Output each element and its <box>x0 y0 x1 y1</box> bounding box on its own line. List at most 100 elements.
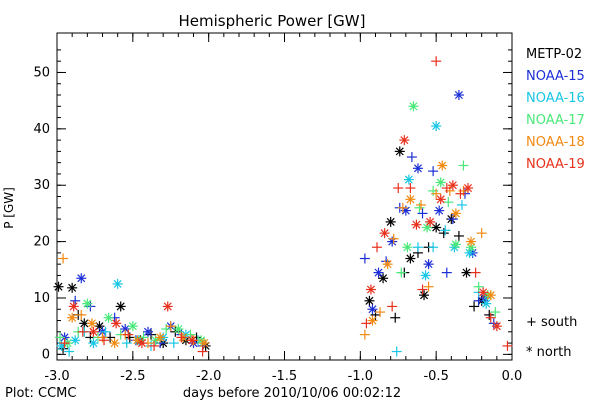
data-point-north <box>186 335 197 346</box>
y-tick-label: 20 <box>33 235 50 250</box>
x-tick-label: -1.5 <box>272 369 297 384</box>
x-tick-label: -3.0 <box>44 369 69 384</box>
data-point-north <box>111 318 122 329</box>
y-axis-label: P [GW] <box>2 187 16 229</box>
x-tick-label: -1.0 <box>348 369 373 384</box>
data-point-south <box>76 309 87 320</box>
data-point-north <box>76 273 87 284</box>
data-point-north <box>115 301 126 312</box>
data-point-south <box>393 183 404 194</box>
data-point-north <box>408 101 419 112</box>
data-point-north <box>478 287 489 298</box>
data-point-south <box>428 166 439 177</box>
data-point-north <box>412 163 423 174</box>
data-point-south <box>391 346 402 357</box>
data-point-south <box>197 346 208 357</box>
y-tick-label: 30 <box>33 178 50 193</box>
data-point-south <box>77 326 88 337</box>
data-point-south <box>416 199 426 210</box>
data-point-north <box>491 321 502 332</box>
data-point-south <box>440 225 451 236</box>
data-point-north <box>431 121 442 132</box>
y-tick-label: 0 <box>42 347 50 362</box>
data-point-south <box>149 340 160 351</box>
data-point-north <box>405 194 416 205</box>
hemisphere-key: + south * north <box>526 315 577 360</box>
data-point-south <box>58 253 69 264</box>
data-point-south <box>443 197 454 208</box>
legend-entry: NOAA-18 <box>526 135 585 150</box>
data-point-south <box>417 208 428 219</box>
data-point-south <box>502 340 513 351</box>
data-point-north <box>155 332 166 343</box>
data-point-south <box>412 242 423 253</box>
data-point-north <box>364 295 375 306</box>
data-point-north <box>419 290 430 301</box>
axis-ticks: -3.0 -2.5 -2.0 -1.5 -1.0 -0.5 0.0 0 10 20 30 40 50 <box>33 33 522 384</box>
data-point-north <box>387 236 398 247</box>
data-point-north <box>420 270 431 281</box>
data-point-south <box>387 301 398 312</box>
data-point-south <box>456 199 467 210</box>
data-point-north <box>367 315 378 326</box>
x-tick-label: -2.0 <box>196 369 221 384</box>
data-point-north <box>373 267 384 278</box>
data-point-north <box>367 304 378 315</box>
data-point-south <box>470 267 481 278</box>
legend-entry: NOAA-16 <box>526 91 585 106</box>
data-point-north <box>485 290 496 301</box>
data-point-north <box>437 160 448 171</box>
data-point-north <box>68 301 79 312</box>
data-point-north <box>162 301 173 312</box>
data-point-north <box>173 323 184 334</box>
data-point-north <box>405 253 416 264</box>
data-point-north <box>88 338 99 349</box>
data-markers <box>53 56 513 357</box>
data-point-south <box>99 335 110 346</box>
data-point-south <box>441 267 452 278</box>
legend-entry: NOAA-15 <box>526 69 585 84</box>
data-point-south <box>405 183 416 194</box>
data-point-south <box>423 281 434 292</box>
data-point-north <box>399 135 410 146</box>
data-point-north <box>382 259 393 270</box>
hemisphere-key-label: + south <box>526 315 577 330</box>
data-point-south <box>455 188 466 199</box>
data-point-north <box>453 90 464 101</box>
data-point-north <box>434 205 445 216</box>
data-point-south <box>59 338 70 349</box>
data-point-north <box>466 236 477 247</box>
data-point-south <box>121 338 132 349</box>
data-point-north <box>411 219 422 230</box>
data-point-north <box>447 180 458 191</box>
data-point-south <box>431 188 442 199</box>
data-point-north <box>481 298 492 309</box>
data-point-north <box>67 312 78 323</box>
data-point-south <box>458 160 469 171</box>
data-point-south <box>64 346 75 357</box>
data-point-north <box>461 267 472 278</box>
y-tick-label: 40 <box>33 122 50 137</box>
data-point-north <box>86 318 97 329</box>
data-point-south <box>485 312 496 323</box>
data-point-south <box>165 321 176 332</box>
data-point-north <box>378 273 389 284</box>
legend-entry: NOAA-17 <box>526 113 585 128</box>
x-axis-label: days before 2010/10/06 00:02:12 <box>183 386 401 400</box>
data-point-south <box>176 332 187 343</box>
data-point-south <box>359 253 370 264</box>
chart-title: Hemispheric Power [GW] <box>179 12 366 30</box>
data-point-north <box>109 338 120 349</box>
data-point-north <box>423 259 434 270</box>
data-point-north <box>450 239 461 250</box>
data-point-south <box>397 202 408 213</box>
x-tick-label: 0.0 <box>502 369 523 384</box>
data-point-south <box>490 307 501 318</box>
data-point-north <box>402 242 413 253</box>
legend: METP-02 NOAA-15 NOAA-16 NOAA-17 NOAA-18 NOAA-… <box>526 47 585 172</box>
data-point-south <box>406 152 417 163</box>
data-point-south <box>361 318 372 329</box>
data-point-north <box>403 174 414 185</box>
data-point-north <box>53 281 64 292</box>
